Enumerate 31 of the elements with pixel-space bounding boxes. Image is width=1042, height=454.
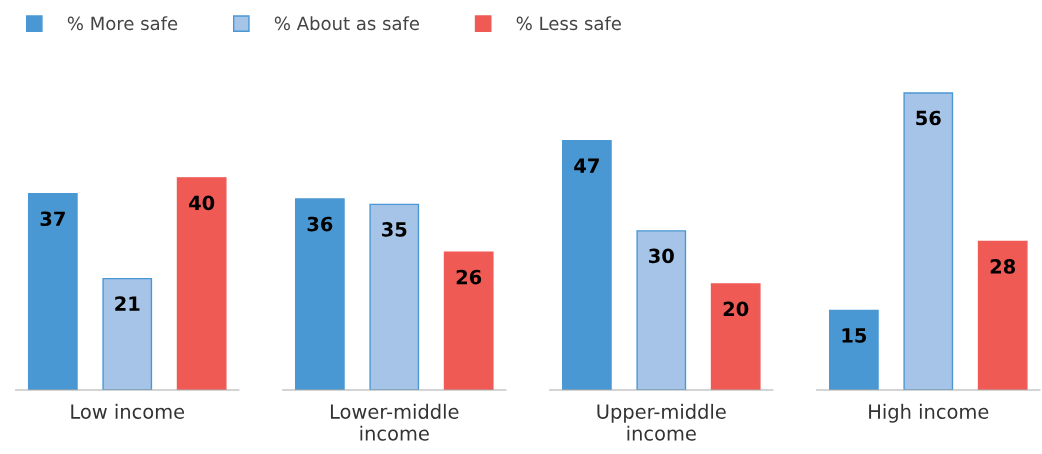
data-label: 56 xyxy=(916,110,941,126)
data-label: 15 xyxy=(842,328,867,343)
bar xyxy=(102,277,153,390)
bar xyxy=(977,240,1028,390)
legend-label: % More safe xyxy=(67,16,178,31)
data-label: 26 xyxy=(456,269,482,285)
data-label: 21 xyxy=(115,296,140,311)
bar xyxy=(27,193,78,390)
legend-label: % About as safe xyxy=(274,16,420,31)
x-tick-label: High income xyxy=(869,403,989,423)
data-label: 40 xyxy=(189,195,215,211)
data-label: 35 xyxy=(382,221,407,237)
data-label: 36 xyxy=(307,216,333,232)
data-label: 30 xyxy=(649,248,674,264)
bar xyxy=(828,309,879,390)
bar xyxy=(636,230,687,390)
data-label: 37 xyxy=(40,211,65,227)
data-label: 20 xyxy=(723,301,749,317)
data-label: 28 xyxy=(990,259,1016,274)
bar xyxy=(443,251,494,390)
bar xyxy=(710,283,761,390)
bar xyxy=(294,198,345,390)
x-tick-label: Upper-middle income xyxy=(597,403,726,441)
x-tick-label: Low income xyxy=(71,403,185,419)
legend-label: % Less safe xyxy=(516,16,621,31)
bar xyxy=(903,92,954,390)
data-label: 47 xyxy=(574,158,599,173)
bar xyxy=(369,203,420,390)
x-tick-label: Lower-middle income xyxy=(330,403,459,441)
bar xyxy=(176,177,227,390)
bar xyxy=(561,140,612,390)
